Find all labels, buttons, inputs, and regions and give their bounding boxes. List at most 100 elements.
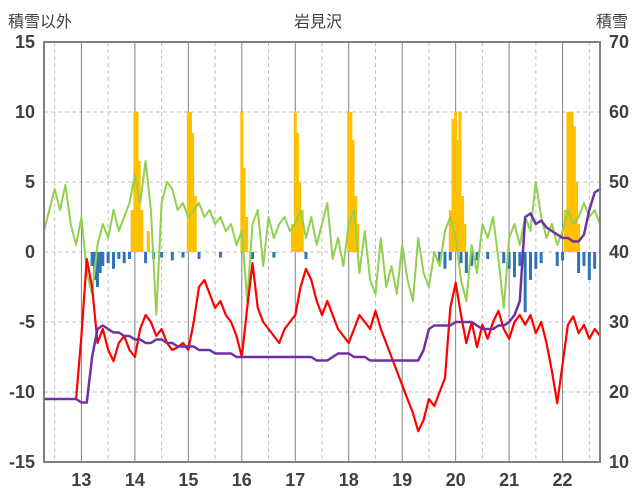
blue-bar: [160, 252, 164, 258]
x-tick-label: 15: [178, 470, 198, 490]
x-tick-label: 18: [339, 470, 359, 490]
y-left-tick-label: -15: [9, 452, 35, 472]
orange-bar: [133, 112, 137, 252]
blue-bar: [106, 252, 110, 264]
red-line: [74, 257, 602, 433]
y-right-tick-label: 60: [609, 102, 629, 122]
orange-bar: [574, 182, 578, 252]
blue-bar: [587, 252, 591, 280]
orange-bar: [240, 112, 244, 252]
y-left-tick-label: 15: [15, 32, 35, 52]
blue-bar: [539, 252, 543, 264]
blue-bar: [443, 252, 447, 269]
blue-bar: [555, 252, 559, 266]
blue-bar: [486, 252, 490, 259]
y-left-tick-label: 0: [25, 242, 35, 262]
plot-border: [43, 41, 601, 463]
orange-bar: [461, 196, 465, 252]
orange-bar: [188, 112, 192, 252]
x-tick-label: 19: [392, 470, 412, 490]
blue-bar: [112, 252, 115, 269]
orange-bar: [356, 224, 360, 252]
x-tick-label: 14: [125, 470, 145, 490]
orange-bar: [448, 210, 452, 252]
orange-bar: [186, 112, 190, 252]
orange-bar: [572, 126, 576, 252]
orange-bar: [300, 210, 304, 252]
orange-bar: [347, 112, 351, 252]
y-left-tick-label: -10: [9, 382, 35, 402]
chart-title: 岩見沢: [293, 14, 342, 31]
blue-bar: [304, 252, 308, 259]
x-tick-label: 16: [232, 470, 252, 490]
orange-bar: [351, 140, 355, 252]
green-line: [43, 160, 601, 316]
y-right-tick-label: 30: [609, 312, 629, 332]
blue-bar: [502, 252, 506, 264]
y-right-tick-label: 50: [609, 172, 629, 192]
y-right-tick-label: 70: [609, 32, 629, 52]
x-tick-label: 13: [71, 470, 91, 490]
blue-bar: [197, 252, 201, 259]
blue-bar: [128, 252, 132, 259]
blue-bar: [144, 252, 148, 264]
blue-bar: [101, 252, 105, 266]
left-axis-title: 積雪以外: [8, 14, 73, 31]
blue-bar: [534, 252, 538, 269]
orange-bar: [454, 112, 458, 252]
blue-bar: [98, 252, 102, 273]
x-tick-label: 20: [446, 470, 466, 490]
blue-bar: [117, 252, 121, 259]
blue-bar: [459, 252, 463, 264]
blue-bar: [470, 252, 474, 266]
blue-bar: [518, 252, 522, 266]
blue-bar: [512, 252, 516, 278]
orange-bar: [568, 112, 572, 252]
blue-bar: [170, 252, 174, 261]
orange-bar: [349, 112, 353, 252]
right-axis-title: 積雪: [595, 14, 628, 31]
orange-bar: [298, 182, 302, 252]
orange-bar: [293, 112, 297, 252]
blue-bar: [577, 252, 581, 273]
orange-bar: [456, 140, 460, 252]
blue-bar: [122, 252, 126, 264]
y-right-tick-label: 20: [609, 382, 629, 402]
blue-bar: [438, 252, 442, 264]
blue-bar: [218, 252, 222, 258]
purple-line: [42, 187, 602, 404]
blue-bar: [448, 252, 452, 261]
blue-bar: [582, 252, 586, 266]
orange-bar: [563, 210, 567, 252]
orange-bar: [193, 196, 197, 252]
blue-bar: [593, 252, 597, 269]
orange-bar: [458, 112, 462, 252]
blue-bar: [251, 252, 254, 259]
orange-bar: [140, 210, 144, 252]
orange-bar: [566, 112, 570, 252]
blue-bar: [523, 252, 527, 313]
y-left-tick-label: 5: [25, 172, 35, 192]
blue-bar: [475, 252, 479, 261]
orange-bar: [130, 210, 134, 252]
orange-bar: [463, 224, 467, 252]
orange-bar: [451, 119, 455, 252]
orange-bar: [577, 224, 581, 252]
blue-bar: [507, 252, 511, 269]
orange-bar: [295, 133, 299, 252]
blue-bar: [90, 252, 94, 266]
orange-bar: [146, 231, 150, 252]
orange-bar: [137, 161, 141, 252]
x-tick-label: 21: [499, 470, 519, 490]
blue-bar: [272, 252, 276, 258]
blue-bar: [561, 252, 565, 261]
blue-bar: [181, 252, 185, 258]
orange-bar: [570, 112, 574, 252]
x-tick-label: 17: [285, 470, 305, 490]
y-left-tick-label: -5: [19, 312, 35, 332]
blue-bar: [529, 252, 532, 280]
blue-bar: [464, 252, 468, 273]
x-tick-label: 22: [553, 470, 573, 490]
